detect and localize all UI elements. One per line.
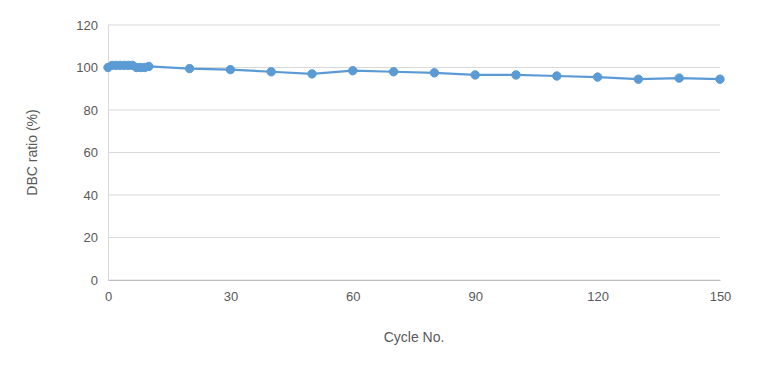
grid-line: [108, 280, 720, 281]
marker: [675, 74, 683, 82]
x-tick: 120: [587, 280, 609, 304]
grid: [108, 25, 720, 280]
y-axis-title: DBC ratio (%): [24, 109, 40, 195]
marker: [145, 62, 153, 70]
marker: [634, 75, 642, 83]
x-tick: 150: [710, 280, 732, 304]
y-axis: 0 20 40 60 80 100 120: [76, 18, 108, 288]
y-tick: 40: [84, 188, 108, 203]
marker: [185, 64, 193, 72]
chart: 0 20 40 60 80 100 120 0 30 60 90 120 150 Cycle No. DBC…: [0, 0, 758, 375]
y-tick: 100: [76, 60, 108, 75]
marker: [553, 72, 561, 80]
y-tick: 80: [84, 103, 108, 118]
grid-line: [108, 152, 720, 153]
y-tick: 0: [91, 273, 108, 288]
line: [108, 65, 720, 79]
marker: [716, 75, 724, 83]
marker: [349, 66, 357, 74]
y-tick-label: 0: [91, 273, 98, 288]
x-tick-label: 150: [710, 289, 732, 304]
x-tick: 0: [105, 280, 112, 304]
grid-line: [108, 110, 720, 111]
x-tick: 30: [224, 280, 238, 304]
marker: [430, 69, 438, 77]
x-axis-title: Cycle No.: [384, 329, 445, 345]
y-tick-label: 120: [76, 18, 98, 33]
marker: [593, 73, 601, 81]
y-tick: 120: [76, 18, 108, 33]
y-tick-label: 100: [76, 60, 98, 75]
marker: [267, 68, 275, 76]
x-tick: 90: [468, 280, 482, 304]
x-tick-label: 90: [468, 289, 482, 304]
y-tick-label: 20: [84, 230, 98, 245]
x-axis: 0 30 60 90 120 150: [105, 280, 731, 304]
x-tick-label: 120: [587, 289, 609, 304]
marker: [308, 70, 316, 78]
x-tick: 60: [346, 280, 360, 304]
x-tick-label: 30: [224, 289, 238, 304]
grid-line: [108, 25, 720, 26]
y-tick-label: 80: [84, 103, 98, 118]
grid-line: [108, 237, 720, 238]
series: [104, 61, 724, 83]
marker: [389, 68, 397, 76]
plot-area: 0 20 40 60 80 100 120 0 30 60 90 120 150: [76, 18, 731, 305]
y-tick-label: 40: [84, 188, 98, 203]
y-tick: 20: [84, 230, 108, 245]
x-axis-line: [109, 280, 721, 281]
x-tick-label: 0: [105, 289, 112, 304]
y-tick-label: 60: [84, 145, 98, 160]
x-tick-label: 60: [346, 289, 360, 304]
y-tick: 60: [84, 145, 108, 160]
marker: [512, 71, 520, 79]
marker: [471, 71, 479, 79]
marker: [226, 65, 234, 73]
grid-line: [108, 195, 720, 196]
